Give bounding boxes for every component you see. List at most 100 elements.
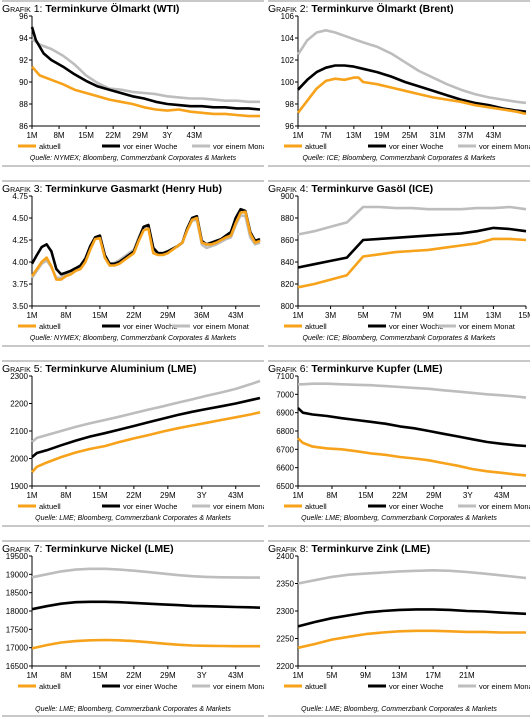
legend-label: vor einem Monat	[479, 502, 530, 511]
series-line-vor-einer-woche	[297, 407, 527, 448]
chart-number: Grafik 1:	[2, 3, 43, 15]
y-tick-label: 840	[281, 258, 295, 267]
y-tick-label: 96	[285, 122, 294, 131]
chart-source: Quelle: NYMEX; Bloomberg, Commerzbank Co…	[29, 335, 237, 342]
chart-title: Grafik 5: Terminkurve Aluminium (LME)	[2, 363, 197, 375]
legend-label: aktuell	[305, 682, 327, 691]
y-tick-label: 4.00	[12, 258, 28, 267]
x-tick-label: 29M	[132, 131, 148, 140]
x-tick-label: 5M	[326, 671, 337, 680]
x-tick-label: 22M	[392, 491, 408, 500]
y-tick-label: 18500	[6, 589, 29, 598]
x-tick-label: 15M	[92, 671, 108, 680]
y-tick-label: 800	[281, 302, 295, 311]
y-tick-label: 4.75	[12, 192, 28, 201]
chart-panel-g4: Grafik 4: Terminkurve Gasöl (ICE) 800 820…	[268, 180, 530, 358]
legend-label: vor einer Woche	[389, 322, 443, 331]
chart-number: Grafik 6:	[268, 363, 309, 375]
y-tick-label: 4.25	[12, 236, 28, 245]
chart-source: Quelle: ICE; Bloomberg, Commerzbank Corp…	[302, 155, 496, 162]
y-tick-label: 7000	[276, 390, 294, 399]
legend-label: vor einer Woche	[123, 322, 177, 331]
legend-label: vor einem Monat	[213, 142, 264, 151]
x-tick-label: 8M	[60, 671, 71, 680]
x-tick-label: 7M	[320, 131, 331, 140]
legend: aktuell vor einer Woche vor einem Monat	[18, 502, 264, 511]
panel-bottom-rule	[2, 345, 264, 347]
legend-label: aktuell	[39, 682, 61, 691]
y-tick-label: 2100	[10, 427, 28, 436]
legend-label: vor einer Woche	[123, 502, 177, 511]
x-tick-label: 37M	[458, 131, 474, 140]
legend-label: vor einer Woche	[123, 142, 177, 151]
y-tick-label: 4.50	[12, 214, 28, 223]
x-tick-label: 31M	[430, 131, 446, 140]
series-line-vor-einer-woche	[30, 26, 261, 111]
panel-bottom-rule	[268, 715, 530, 717]
y-tick-label: 2200	[276, 662, 294, 671]
legend-label: vor einem Monat	[459, 322, 516, 331]
x-tick-label: 15M	[92, 311, 108, 320]
y-tick-label: 16500	[6, 662, 29, 671]
y-tick-label: 6500	[276, 482, 294, 491]
x-tick-label: 15M	[78, 131, 94, 140]
panel-bottom-rule	[2, 165, 264, 167]
panel-bottom-rule	[2, 525, 264, 527]
chart-panel-g5: Grafik 5: Terminkurve Aluminium (LME) 19…	[2, 360, 264, 538]
y-tick-label: 94	[19, 34, 28, 43]
chart-panel-g8: Grafik 8: Terminkurve Zink (LME) 2200 225…	[268, 540, 530, 718]
x-tick-label: 3Y	[162, 131, 172, 140]
series-line-vor-einem-monat	[298, 382, 527, 399]
x-tick-label: 5M	[358, 311, 369, 320]
y-tick-label: 106	[281, 12, 295, 21]
x-tick-label: 7M	[390, 311, 401, 320]
x-tick-label: 13M	[346, 131, 362, 140]
series-line-vor-einer-woche	[297, 608, 527, 628]
legend-label: aktuell	[305, 322, 327, 331]
series-line-vor-einem-monat	[31, 567, 260, 579]
series-line-aktuell	[297, 629, 526, 650]
x-tick-label: 3Y	[197, 671, 207, 680]
legend-label: vor einem Monat	[193, 322, 250, 331]
x-tick-label: 3Y	[463, 491, 473, 500]
chart-panel-g1: Grafik 1: Terminkurve Ölmarkt (WTI) 86 88…	[2, 0, 264, 178]
x-tick-label: 1M	[26, 311, 37, 320]
chart-title: Grafik 6: Terminkurve Kupfer (LME)	[268, 363, 442, 375]
x-tick-label: 1M	[292, 671, 303, 680]
legend: aktuell vor einer Woche vor einem Monat	[284, 142, 530, 151]
y-tick-label: 880	[281, 214, 295, 223]
legend-label: aktuell	[305, 502, 327, 511]
chart-number: Grafik 2:	[268, 3, 309, 15]
x-tick-label: 9M	[360, 671, 371, 680]
series-line-vor-einer-woche	[297, 64, 527, 113]
x-tick-label: 29M	[426, 491, 442, 500]
y-tick-label: 102	[281, 56, 295, 65]
chart-source: Quelle: NYMEX; Bloomberg, Commerzbank Co…	[29, 155, 237, 162]
chart-title-text: Terminkurve Kupfer (LME)	[311, 363, 443, 375]
legend: aktuell vor einer Woche vor einem Monat	[18, 142, 264, 151]
y-tick-label: 92	[19, 56, 28, 65]
y-tick-label: 18000	[6, 607, 29, 616]
y-tick-label: 2300	[10, 372, 28, 381]
x-tick-label: 11M	[453, 311, 468, 320]
y-tick-label: 2000	[10, 455, 28, 464]
chart-title-text: Terminkurve Gasöl (ICE)	[311, 183, 434, 195]
panel-bottom-rule	[2, 715, 264, 717]
chart-title: Grafik 8: Terminkurve Zink (LME)	[268, 543, 430, 555]
x-tick-label: 17M	[425, 671, 441, 680]
chart-title-text: Terminkurve Gasmarkt (Henry Hub)	[45, 183, 222, 195]
x-tick-label: 8M	[60, 491, 71, 500]
panel-top-rule	[268, 180, 530, 182]
y-tick-label: 88	[19, 100, 28, 109]
series-line-aktuell	[30, 210, 261, 281]
legend: aktuell vor einer Woche vor einem Monat	[18, 682, 264, 691]
panel-top-rule	[2, 0, 264, 2]
x-tick-label: 1M	[292, 131, 303, 140]
x-tick-label: 15M	[358, 491, 374, 500]
y-tick-label: 1900	[10, 482, 28, 491]
y-tick-label: 86	[19, 122, 28, 131]
chart-svg: 2200 2250 2300 2350 2400 1M 5M 9M 13M 17M 21M aktue…	[276, 552, 530, 691]
y-tick-label: 90	[19, 78, 28, 87]
y-tick-label: 19500	[6, 552, 29, 561]
x-tick-label: 1M	[26, 131, 37, 140]
